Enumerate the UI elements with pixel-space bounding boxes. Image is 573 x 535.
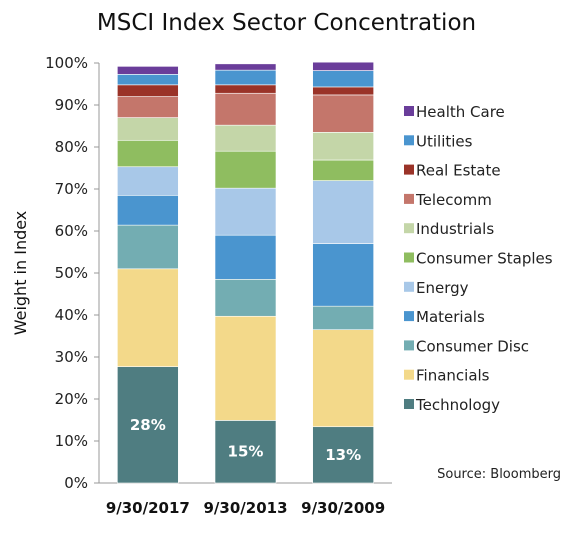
- legend-label: Technology: [415, 396, 500, 414]
- bar-segment-telecomm: [312, 94, 374, 133]
- bar-segment-materials: [117, 195, 179, 226]
- legend-swatch: [404, 369, 414, 380]
- legend-swatch: [404, 340, 414, 351]
- y-tick-label: 50%: [55, 264, 88, 282]
- legend-swatch: [404, 223, 414, 234]
- y-tick-label: 100%: [45, 54, 88, 72]
- bar-segment-consumer-disc: [117, 224, 179, 270]
- legend-label: Energy: [416, 279, 469, 297]
- legend-swatch: [404, 135, 414, 146]
- data-label: 13%: [325, 446, 361, 464]
- bar-segment-health-care: [117, 66, 179, 75]
- bar-segment-financials: [312, 329, 374, 428]
- y-tick-label: 40%: [55, 306, 88, 324]
- bar-segment-telecomm: [117, 96, 179, 118]
- legend-swatch: [404, 252, 414, 263]
- bar-segment-technology: [117, 366, 179, 484]
- bar-segment-industrials: [117, 117, 179, 141]
- x-category-label: 9/30/2009: [301, 499, 385, 517]
- legend-label: Consumer Disc: [416, 337, 529, 355]
- bar-segment-technology: [312, 426, 374, 484]
- bar-segment-real-estate: [312, 86, 374, 96]
- legend-swatch: [404, 311, 414, 322]
- chart-title: MSCI Index Sector Concentration: [96, 10, 477, 36]
- source-note: Source: Bloomberg: [437, 467, 561, 482]
- legend-swatch: [404, 399, 414, 409]
- data-label: 15%: [228, 443, 264, 461]
- bar-segment-energy: [117, 166, 179, 196]
- legend-label: Health Care: [416, 103, 505, 121]
- bar-segment-real-estate: [117, 84, 179, 97]
- bar-segment-financials: [117, 268, 179, 367]
- bar-segment-energy: [214, 187, 277, 236]
- bar-segment-consumer-staples: [214, 150, 277, 189]
- legend-label: Financials: [416, 367, 490, 385]
- y-tick-label: 90%: [55, 96, 88, 114]
- bar-segment-financials: [214, 315, 277, 421]
- y-tick-label: 10%: [55, 432, 88, 450]
- y-tick-label: 0%: [64, 474, 88, 492]
- bar-segment-utilities: [117, 74, 179, 86]
- y-tick-label: 20%: [55, 390, 88, 408]
- bar-segment-health-care: [312, 61, 374, 71]
- bar-segment-technology: [214, 420, 277, 484]
- bar-segment-utilities: [214, 69, 277, 86]
- bar-segment-health-care: [214, 63, 277, 71]
- bar-segment-consumer-disc: [312, 305, 374, 330]
- x-category-label: 9/30/2013: [203, 499, 287, 517]
- x-category-label: 9/30/2017: [106, 499, 190, 517]
- legend-label: Real Estate: [416, 162, 501, 180]
- bar-segment-consumer-disc: [214, 278, 277, 317]
- y-tick-label: 60%: [55, 222, 88, 240]
- bar-segment-materials: [214, 234, 277, 280]
- data-label: 28%: [130, 416, 166, 434]
- y-tick-label: 70%: [55, 180, 88, 198]
- bar-segment-industrials: [312, 132, 374, 161]
- bar-segment-consumer-staples: [312, 159, 374, 181]
- y-tick-label: 80%: [55, 138, 88, 156]
- legend-label: Materials: [416, 308, 485, 326]
- legend-swatch: [404, 193, 414, 204]
- bar-segment-consumer-staples: [117, 139, 179, 168]
- bar-segment-energy: [312, 180, 374, 244]
- bar-segment-real-estate: [214, 84, 277, 94]
- bar-segment-industrials: [214, 124, 277, 152]
- legend-swatch: [404, 164, 414, 175]
- legend-swatch: [404, 106, 414, 116]
- bar-segment-utilities: [312, 70, 374, 88]
- legend-swatch: [404, 281, 414, 292]
- bar-segment-telecomm: [214, 92, 277, 126]
- y-axis-label: Weight in Index: [11, 211, 30, 336]
- legend-label: Industrials: [416, 220, 494, 238]
- y-tick-label: 30%: [55, 348, 88, 366]
- legend-label: Utilities: [416, 132, 473, 150]
- bar-segment-materials: [312, 243, 374, 307]
- legend-label: Telecomm: [415, 191, 492, 209]
- legend-label: Consumer Staples: [416, 250, 553, 268]
